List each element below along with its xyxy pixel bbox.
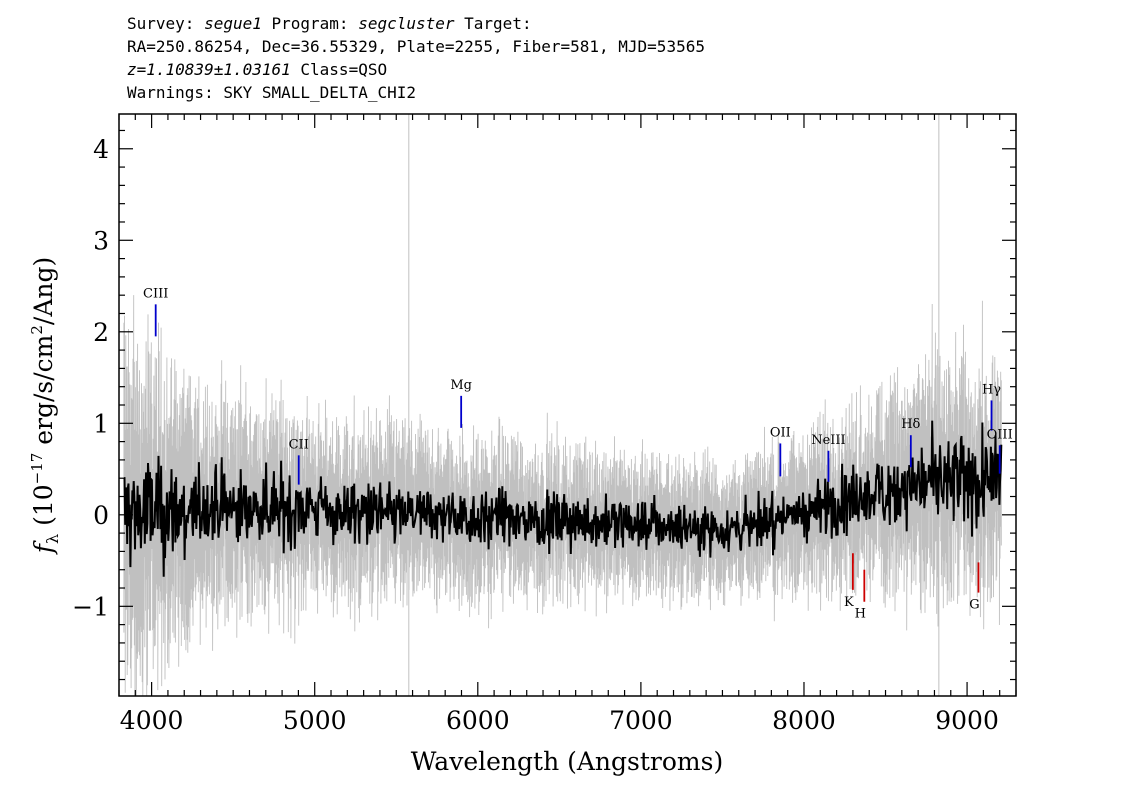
plot-area <box>123 114 1003 696</box>
header-line-survey: Survey: segue1 Program: segcluster Targe… <box>127 12 705 35</box>
program-value: segcluster <box>358 14 455 33</box>
emission-label-3: OII <box>770 425 791 440</box>
x-tick-label: 5000 <box>283 706 347 735</box>
absorption-label-2: G <box>969 598 979 613</box>
x-axis-label: Wavelength (Angstroms) <box>411 747 723 776</box>
flux-series <box>123 420 1003 577</box>
y-tick-label: 3 <box>93 226 109 255</box>
header-line-redshift: z=1.10839±1.03161 Class=QSO <box>127 58 705 81</box>
y-tick-label: 4 <box>93 135 109 164</box>
class-value: Class=QSO <box>290 60 388 79</box>
x-tick-label: 8000 <box>772 706 836 735</box>
y-tick-label: 2 <box>93 318 109 347</box>
target-label: Target: <box>454 14 532 33</box>
spectral-line-markers <box>154 304 1001 602</box>
x-tick-label: 7000 <box>609 706 673 735</box>
x-tick-label: 9000 <box>935 706 999 735</box>
y-tick-label: 1 <box>93 409 109 438</box>
program-label: Program: <box>261 14 359 33</box>
emission-label-1: CII <box>289 437 309 452</box>
y-axis-label: fλ (10−17 erg/s/cm2/Ang) <box>28 257 62 556</box>
emission-label-7: OIII <box>987 427 1013 442</box>
header-line-coordinates: RA=250.86254, Dec=36.55329, Plate=2255, … <box>127 37 705 56</box>
y-tick-label: −1 <box>72 592 109 621</box>
emission-label-2: Mg <box>450 378 472 393</box>
header-line-warnings: Warnings: SKY SMALL_DELTA_CHI2 <box>127 83 416 102</box>
axis-tick-labels: 4000 5000 6000 7000 8000 9000 −1 0 1 2 3 4 <box>72 135 999 735</box>
emission-label-0: CIII <box>143 286 168 301</box>
survey-value: segue1 <box>204 14 262 33</box>
axis-ticks <box>118 114 1017 696</box>
emission-label-5: Hδ <box>901 417 920 432</box>
spectral-line-labels: CIII CII Mg OII NeIII Hδ Hγ OIII KH G <box>143 286 1013 621</box>
x-tick-label: 6000 <box>446 706 510 735</box>
survey-label: Survey: <box>127 14 205 33</box>
emission-label-4: NeIII <box>811 433 845 448</box>
spectrum-header: Survey: segue1 Program: segcluster Targe… <box>127 12 705 104</box>
x-tick-label: 4000 <box>120 706 184 735</box>
absorption-label-0: K <box>844 595 854 610</box>
emission-label-6: Hγ <box>982 382 1001 397</box>
redshift-value: z=1.10839±1.03161 <box>127 60 291 79</box>
absorption-label-1: H <box>855 607 866 622</box>
y-tick-label: 0 <box>93 501 109 530</box>
